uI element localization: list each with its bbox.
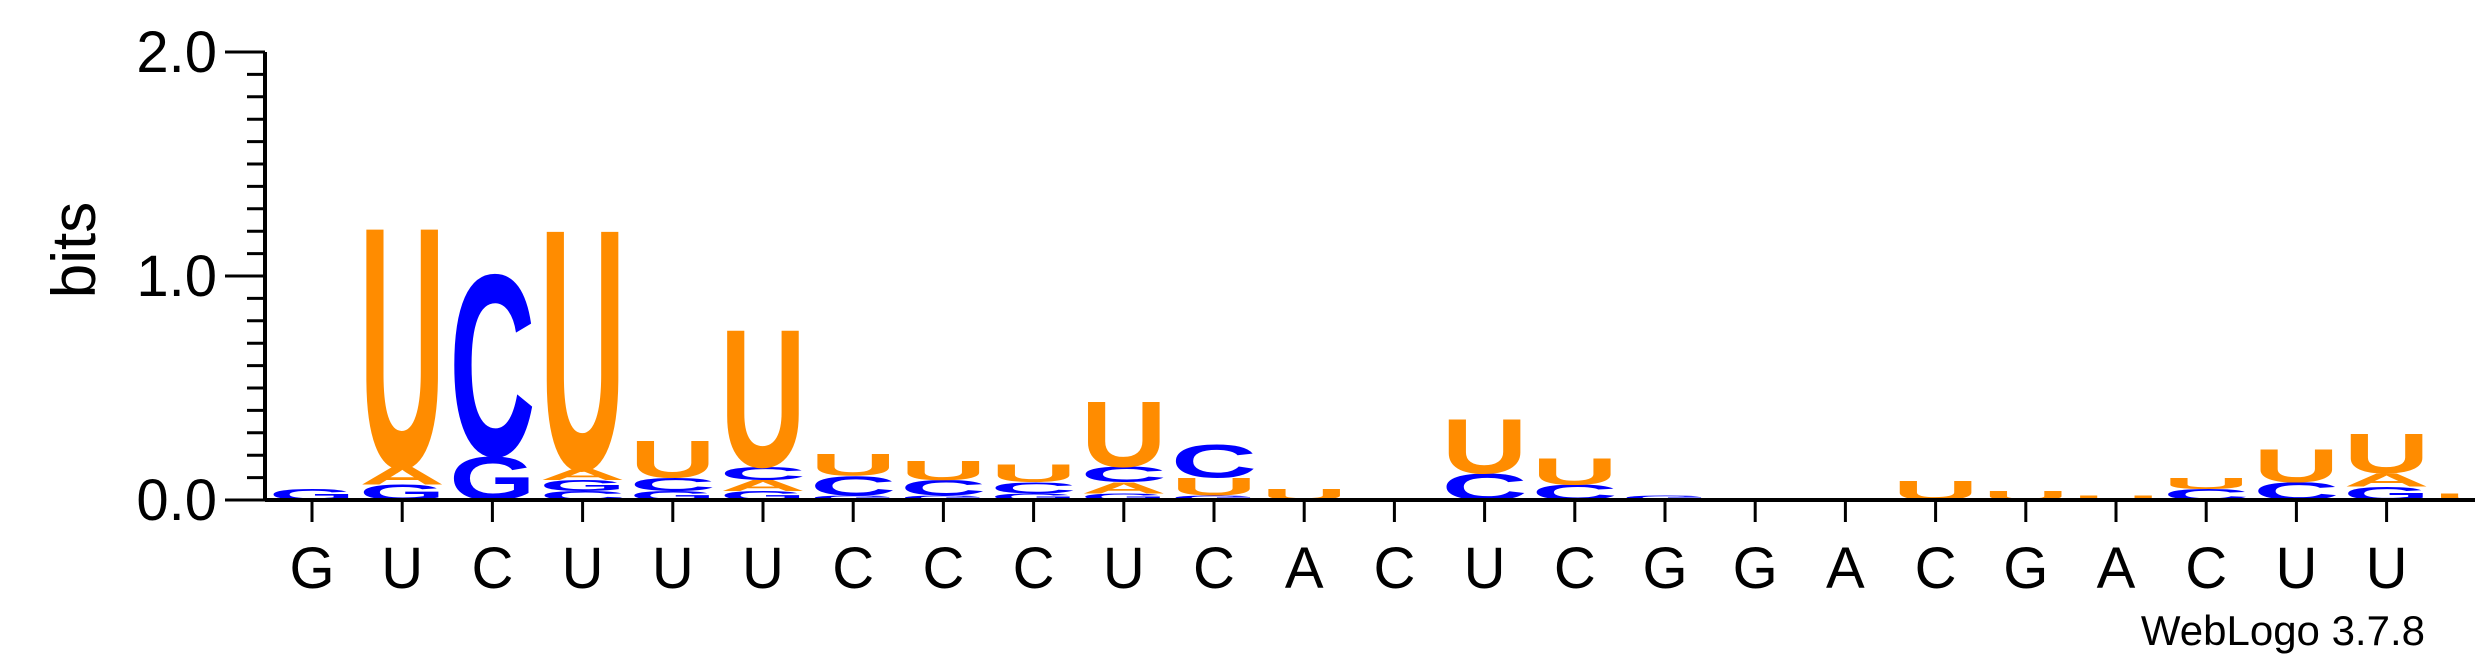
logo-letter-c: C (991, 479, 1077, 496)
logo-letter-c: C (1171, 435, 1257, 488)
logo-letter-g: G (540, 477, 626, 494)
y-tick-label: 1.0 (136, 244, 217, 309)
x-tick-label: A (2097, 536, 2136, 601)
x-tick-label: U (742, 536, 784, 601)
logo-column: CU (1442, 403, 1528, 508)
logo-letter-u: U (991, 460, 1077, 488)
x-tick-label: G (289, 536, 334, 601)
logo-column: GUC (1171, 435, 1257, 501)
logo-letter-c: C (810, 470, 896, 502)
logo-letter-u: U (2253, 439, 2339, 492)
x-tick-label: G (2003, 536, 2048, 601)
logo-letter-g: G (900, 494, 986, 501)
logo-letter-u: U (810, 447, 896, 482)
logo-column: G (1622, 494, 1708, 501)
x-tick-label: A (1826, 536, 1865, 601)
x-tick-label: C (1193, 536, 1235, 601)
x-tick-label: C (1013, 536, 1055, 601)
logo-letter-g: G (1081, 492, 1167, 502)
logo-column: U (2073, 494, 2159, 501)
x-tick-label: U (381, 536, 423, 601)
x-tick-label: U (2275, 536, 2317, 601)
x-tick-label: A (1285, 536, 1324, 601)
x-tick-label: C (832, 536, 874, 601)
y-axis: 0.0 1.0 2.0 (136, 20, 267, 533)
logo-letter-a: A (359, 462, 445, 490)
x-tick-label: U (652, 536, 694, 601)
logo-column: CU (1532, 451, 1618, 505)
x-tick-label: C (2185, 536, 2227, 601)
logo-letter-u: U (1532, 451, 1618, 493)
x-tick-label: G (1642, 536, 1687, 601)
logo-column: GCU (630, 430, 716, 503)
y-axis-label: bits (40, 202, 109, 298)
logo-letter-u: U (359, 155, 445, 539)
logo-letter-u: U (630, 430, 716, 489)
x-tick-label: G (1733, 536, 1778, 601)
logo-column: GCU (900, 454, 986, 501)
x-tick-label: C (471, 536, 513, 601)
logo-letter-u: U (2434, 492, 2475, 502)
logo-letter-g: G (991, 492, 1077, 502)
logo-letter-u: U (2344, 423, 2430, 485)
logo-letter-g: G (1622, 494, 1708, 501)
x-tick-label: C (1373, 536, 1415, 601)
logo-letter-a: A (540, 466, 626, 483)
logo-letter-u: U (1442, 403, 1528, 490)
logo-letter-u: U (1171, 473, 1257, 501)
logo-letter-c: C (449, 220, 535, 510)
logo-letter-c: C (630, 474, 716, 495)
x-tick-label: U (562, 536, 604, 601)
logo-letter-g: G (1171, 494, 1257, 501)
logo-letter-u: U (900, 454, 986, 486)
x-tick-label: C (1915, 536, 1957, 601)
logo-letter-a: A (1081, 479, 1167, 496)
logo-column: GCU (810, 447, 896, 502)
logo-letter-c: C (900, 476, 986, 501)
logo-letter-g: G (810, 494, 896, 501)
x-tick-label: U (1103, 536, 1145, 601)
logo-column: CU (2253, 439, 2339, 505)
logo-letter-u: U (2073, 494, 2159, 501)
y-tick-label: 0.0 (136, 468, 217, 533)
logo-letter-c: C (720, 463, 806, 484)
logo-column: GAU (2344, 423, 2430, 504)
logo-letter-u: U (2163, 475, 2249, 492)
weblogo-version-label: WebLogo 3.7.8 (2141, 607, 2425, 654)
logo-letter-a: A (2344, 470, 2430, 491)
logo-column: U (2434, 492, 2475, 502)
x-tick-label: U (2366, 536, 2408, 601)
x-tick-label: C (1554, 536, 1596, 601)
logo-column: GCU (991, 460, 1077, 502)
logo-letter-c: C (1081, 462, 1167, 487)
logo-letter-u: U (540, 158, 626, 542)
logo-column: GC (449, 220, 535, 513)
logo-letter-a: A (720, 477, 806, 494)
logo-column: GAU (359, 155, 445, 539)
y-tick-label: 2.0 (136, 20, 217, 85)
x-tick-label: U (1464, 536, 1506, 601)
logo-letter-u: U (1081, 381, 1167, 486)
x-tick-label: C (922, 536, 964, 601)
logo-letter-u: U (720, 290, 806, 509)
